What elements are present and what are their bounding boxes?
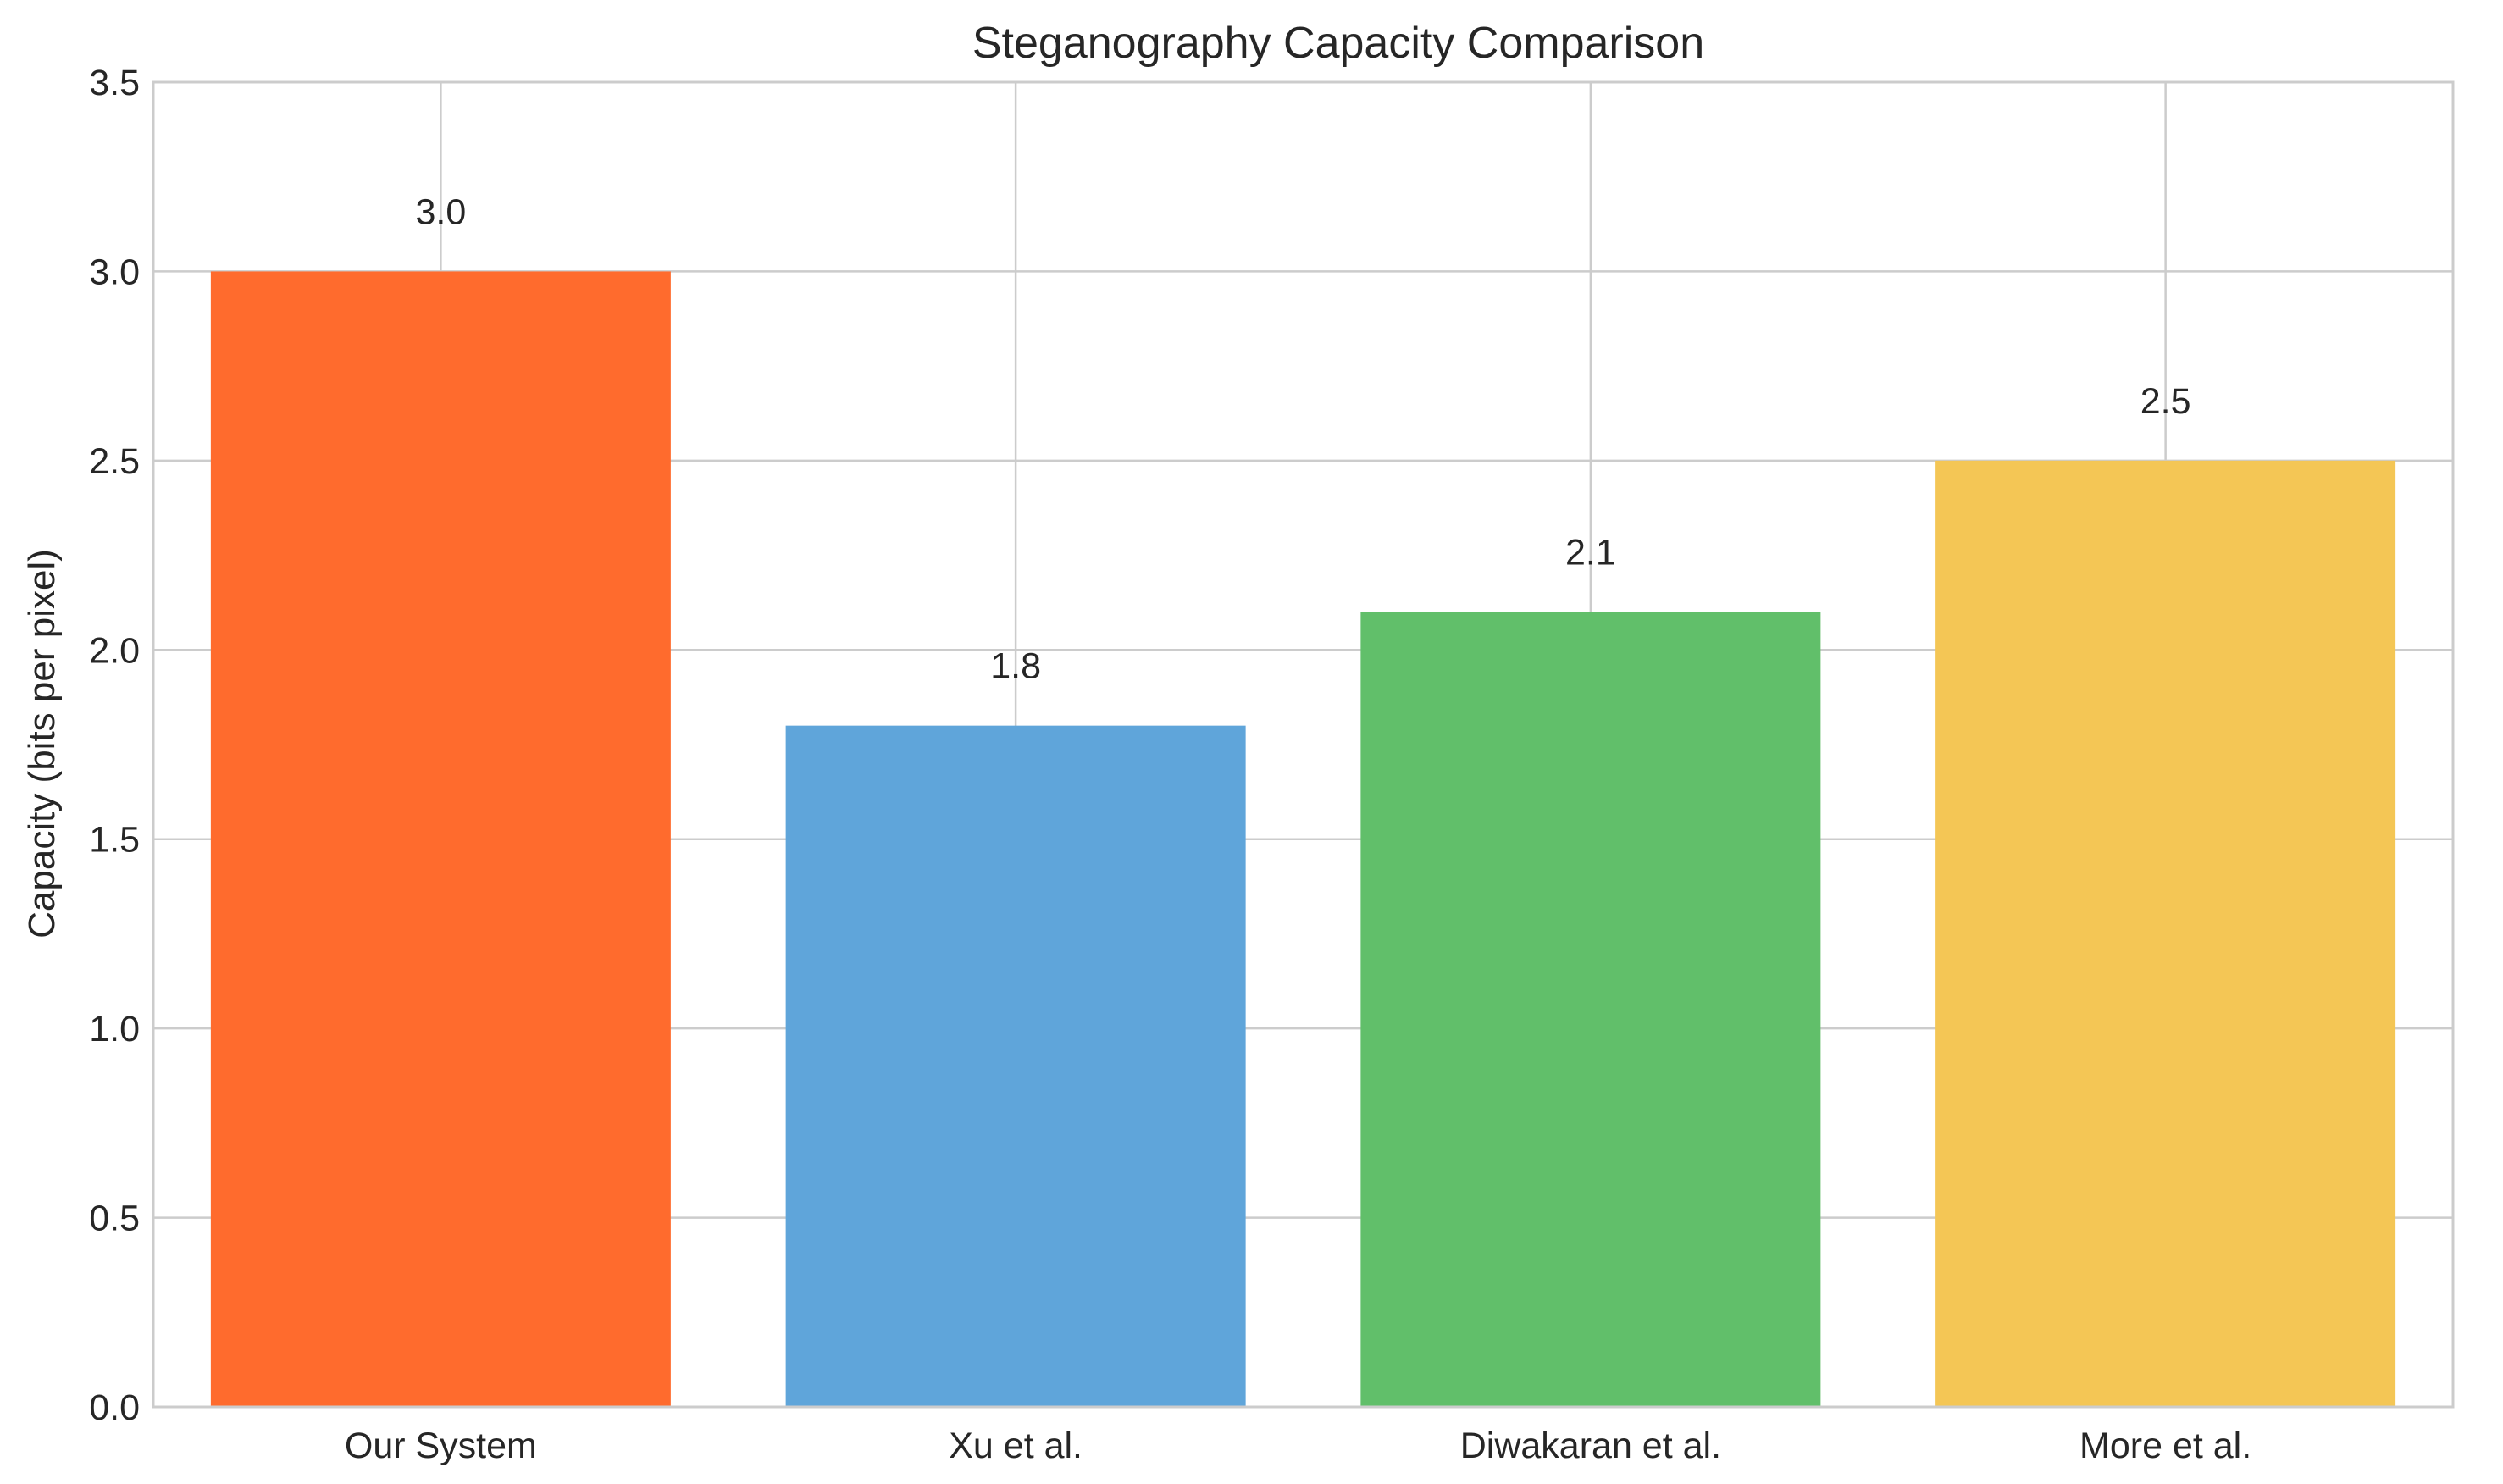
y-tick-label: 2.5 <box>89 441 140 482</box>
x-tick-label: Our System <box>345 1426 537 1466</box>
bar <box>1360 612 1821 1407</box>
y-tick-label: 0.5 <box>89 1199 140 1239</box>
x-tick-label: Xu et al. <box>949 1426 1083 1466</box>
bar-value-label: 1.8 <box>990 646 1041 687</box>
x-axis-ticks: Our System Xu et al. Diwakaran et al. More … <box>345 1426 2251 1466</box>
y-tick-label: 2.0 <box>89 630 140 671</box>
value-labels: 3.0 1.8 2.1 2.5 <box>415 191 2190 686</box>
x-tick-label: Diwakaran et al. <box>1460 1426 1721 1466</box>
y-axis-label: Capacity (bits per pixel) <box>21 549 63 939</box>
y-tick-label: 0.0 <box>89 1387 140 1428</box>
plot-frame <box>152 80 2455 1409</box>
y-axis-ticks: 0.0 0.5 1.0 1.5 2.0 2.5 3.0 3.5 <box>89 63 140 1428</box>
bar-value-label: 3.0 <box>415 191 466 232</box>
y-tick-label: 1.0 <box>89 1009 140 1049</box>
y-tick-label: 3.0 <box>89 252 140 292</box>
y-tick-label: 1.5 <box>89 820 140 861</box>
y-tick-label: 3.5 <box>89 63 140 103</box>
bar <box>1935 460 2396 1407</box>
bar <box>210 271 671 1407</box>
bar-value-label: 2.5 <box>2140 381 2191 422</box>
bars <box>210 271 2396 1407</box>
x-tick-label: More et al. <box>2079 1426 2251 1466</box>
bar <box>785 725 1246 1407</box>
bar-value-label: 2.1 <box>1565 533 1616 573</box>
chart-title: Steganography Capacity Comparison <box>972 19 1704 68</box>
